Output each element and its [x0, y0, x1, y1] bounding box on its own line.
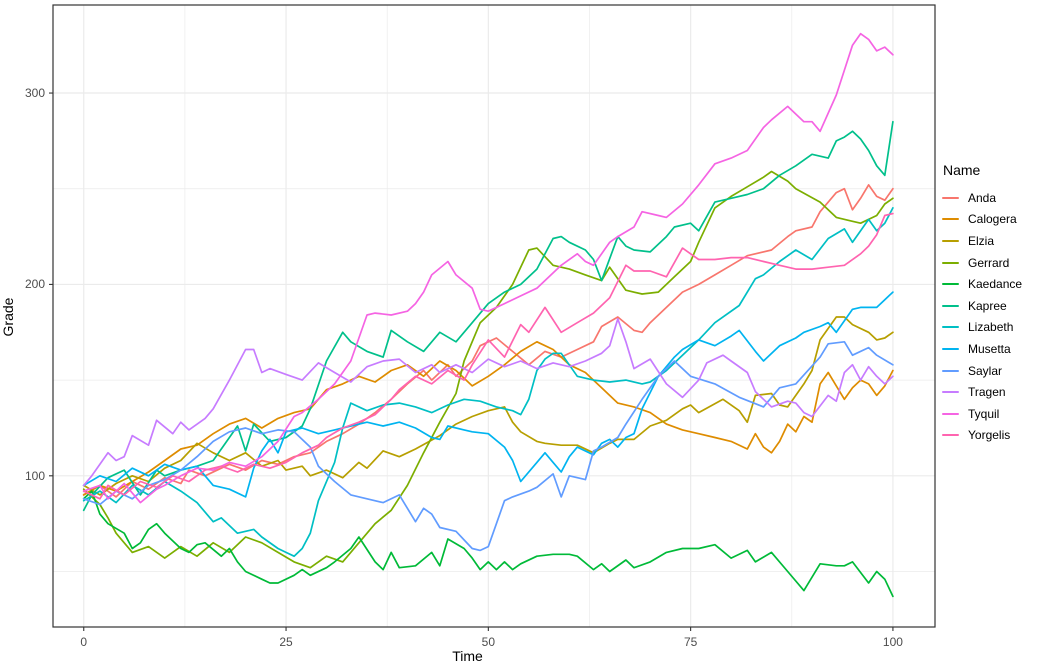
- legend-item-lizabeth: Lizabeth: [941, 317, 1022, 339]
- legend-label: Elzia: [968, 233, 995, 248]
- legend-item-gerrard: Gerrard: [941, 252, 1022, 274]
- legend-item-tyquil: Tyquil: [941, 403, 1022, 425]
- legend-items: Anda Calogera Elzia Gerrard Kaedance Kapree Li…: [941, 187, 1022, 446]
- x-tick-label: 100: [882, 635, 903, 649]
- legend-key-line: [941, 297, 959, 314]
- legend-label: Tyquil: [968, 406, 1000, 421]
- series-line-kaedance: [82, 490, 894, 598]
- legend-label: Gerrard: [968, 255, 1010, 270]
- x-tick-label: 25: [279, 635, 293, 649]
- legend-item-tragen: Tragen: [941, 381, 1022, 403]
- series-line-lizabeth: [82, 207, 894, 558]
- legend-label: Kapree: [968, 298, 1007, 313]
- legend-label: Yorgelis: [968, 428, 1011, 443]
- x-tick-label: 50: [481, 635, 495, 649]
- legend-label: Tragen: [968, 385, 1006, 400]
- series-line-kapree: [82, 120, 894, 512]
- legend-key-line: [941, 232, 959, 249]
- legend-label: Musetta: [968, 341, 1011, 356]
- legend-label: Anda: [968, 190, 997, 205]
- x-tick-label: 75: [683, 635, 698, 649]
- legend-key-line: [941, 211, 959, 228]
- legend-key-line: [941, 319, 959, 336]
- legend-item-calogera: Calogera: [941, 209, 1022, 231]
- legend-label: Lizabeth: [968, 320, 1014, 335]
- y-tick-label: 100: [24, 468, 45, 483]
- legend-label: Kaedance: [968, 277, 1023, 292]
- legend-key-line: [941, 427, 959, 444]
- series-line-tyquil: [82, 32, 894, 504]
- y-tick-label: 300: [24, 86, 45, 101]
- x-tick-label: 0: [80, 635, 88, 649]
- legend-key-line: [941, 189, 959, 206]
- legend-label: Saylar: [968, 363, 1003, 378]
- y-tick-label: 200: [24, 277, 45, 292]
- legend-label: Calogera: [968, 212, 1017, 227]
- series-line-calogera: [82, 340, 894, 496]
- legend-item-yorgelis: Yorgelis: [941, 425, 1022, 447]
- legend-key-line: [941, 384, 959, 401]
- series-line-yorgelis: [82, 212, 894, 500]
- legend: Name Anda Calogera Elzia Gerrard Kaedance Kap…: [941, 162, 1022, 446]
- series-line-anda: [82, 184, 894, 498]
- legend-key-line: [941, 340, 959, 357]
- y-axis-title: Grade: [0, 297, 16, 337]
- legend-key-line: [941, 362, 959, 379]
- legend-item-anda: Anda: [941, 187, 1022, 209]
- legend-key-line: [941, 405, 959, 422]
- panel-border: [52, 4, 936, 628]
- series-line-musetta: [82, 291, 894, 498]
- legend-title: Name: [943, 162, 981, 178]
- series-line-elzia: [82, 316, 894, 496]
- legend-item-saylar: Saylar: [941, 360, 1022, 382]
- legend-key-line: [941, 276, 959, 293]
- series-line-saylar: [82, 340, 894, 552]
- x-axis-title: Time: [452, 648, 483, 664]
- series-line-gerrard: [82, 170, 894, 569]
- legend-item-kaedance: Kaedance: [941, 273, 1022, 295]
- legend-item-musetta: Musetta: [941, 338, 1022, 360]
- legend-item-kapree: Kapree: [941, 295, 1022, 317]
- series-line-tragen: [82, 318, 894, 487]
- legend-key-line: [941, 254, 959, 271]
- legend-item-elzia: Elzia: [941, 230, 1022, 252]
